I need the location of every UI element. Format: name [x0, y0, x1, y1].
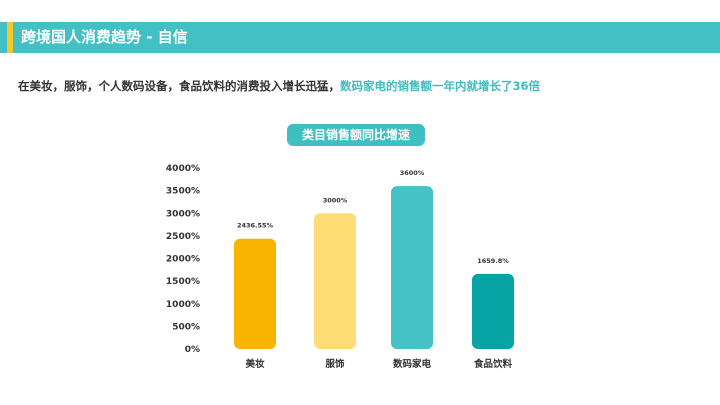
category-label: 美妆 — [244, 358, 265, 370]
header-bar — [0, 22, 720, 53]
category-label: 服饰 — [325, 358, 345, 370]
data-label: 3000% — [323, 196, 348, 204]
summary-highlight: 数码家电的销售额一年内就增长了36倍 — [340, 79, 541, 93]
data-label: 3600% — [400, 169, 425, 177]
header-accent-stripe — [7, 22, 13, 53]
bar — [314, 213, 356, 349]
bar — [472, 273, 514, 349]
y-tick-label: 1000% — [166, 300, 200, 310]
summary-text: 在美妆，服饰，个人数码设备，食品饮料的消费投入增长迅猛，数码家电的销售额一年内就… — [18, 78, 540, 94]
summary-lead: 在美妆，服饰，个人数码设备，食品饮料的消费投入增长迅猛， — [18, 79, 340, 93]
y-tick-label: 2000% — [166, 255, 200, 265]
bar — [234, 238, 276, 349]
category-label: 数码家电 — [392, 358, 432, 370]
y-tick-label: 3000% — [166, 209, 200, 219]
data-label: 1659.8% — [477, 257, 509, 265]
y-tick-label: 2500% — [166, 232, 200, 242]
y-tick-label: 4000% — [166, 164, 200, 174]
data-label: 2436.55% — [237, 222, 274, 230]
y-tick-label: 3500% — [166, 187, 200, 197]
y-tick-label: 0% — [185, 345, 200, 355]
y-tick-label: 500% — [172, 322, 200, 332]
category-label: 食品饮料 — [473, 358, 513, 370]
bar — [391, 186, 433, 349]
page-title: 跨境国人消费趋势 - 自信 — [21, 28, 188, 46]
y-tick-label: 1500% — [166, 277, 200, 287]
chart-title: 类目销售额同比增速 — [287, 124, 425, 146]
